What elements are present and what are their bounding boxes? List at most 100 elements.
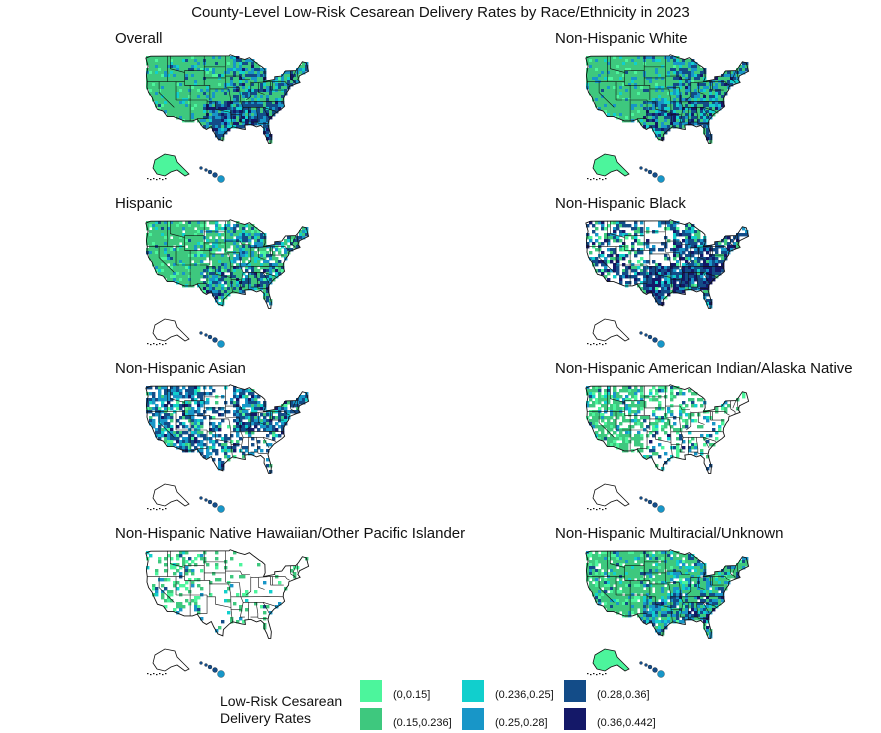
county-cell	[685, 413, 689, 417]
county-cell	[628, 95, 632, 99]
county-cell	[661, 407, 665, 411]
county-cell	[185, 272, 189, 276]
county-cell	[191, 74, 195, 78]
county-cell	[176, 389, 180, 393]
county-cell	[607, 77, 611, 81]
county-cell	[697, 233, 701, 237]
county-cell	[655, 104, 659, 108]
county-cell	[619, 83, 623, 87]
county-cell	[664, 59, 668, 63]
county-cell	[604, 233, 608, 237]
county-cell	[248, 71, 252, 75]
county-cell	[643, 401, 647, 405]
state-border	[702, 437, 710, 449]
county-cell	[607, 395, 611, 399]
county-cell	[209, 98, 213, 102]
county-cell	[664, 257, 668, 261]
county-cell	[595, 413, 599, 417]
county-cell	[685, 281, 689, 285]
county-cell	[167, 437, 171, 441]
county-cell	[616, 428, 620, 432]
county-cell	[194, 248, 198, 252]
county-cell	[209, 248, 213, 252]
county-cell	[158, 101, 162, 105]
county-cell	[152, 413, 156, 417]
county-cell	[188, 101, 192, 105]
county-cell	[694, 107, 698, 111]
county-cell	[185, 221, 189, 225]
county-cell	[263, 278, 267, 282]
county-cell	[634, 92, 638, 96]
state-border	[270, 246, 290, 251]
county-cell	[155, 269, 159, 273]
county-cell	[224, 104, 228, 108]
county-cell	[592, 92, 596, 96]
county-cell	[682, 410, 686, 414]
county-cell	[706, 86, 710, 90]
county-cell	[215, 83, 219, 87]
county-cell	[179, 395, 183, 399]
county-cell	[688, 107, 692, 111]
county-cell	[233, 89, 237, 93]
county-cell	[640, 404, 644, 408]
county-cell	[655, 416, 659, 420]
county-cell	[610, 89, 614, 93]
county-cell	[652, 422, 656, 426]
county-cell	[224, 293, 228, 297]
county-cell	[197, 65, 201, 69]
county-cell	[275, 260, 279, 264]
county-cell	[251, 272, 255, 276]
county-cell	[649, 68, 653, 72]
county-cell	[173, 89, 177, 93]
county-cell	[182, 107, 186, 111]
county-cell	[209, 80, 213, 84]
county-cell	[236, 422, 240, 426]
county-cell	[658, 137, 662, 141]
county-cell	[185, 560, 189, 564]
county-cell	[161, 434, 165, 438]
state-border	[270, 81, 290, 86]
county-cell	[155, 428, 159, 432]
county-cell	[673, 272, 677, 276]
county-cell	[652, 80, 656, 84]
county-cell	[188, 107, 192, 111]
county-cell	[218, 260, 222, 264]
county-cell	[179, 113, 183, 117]
county-cell	[269, 443, 273, 447]
county-cell	[224, 95, 228, 99]
county-cell	[185, 248, 189, 252]
county-cell	[613, 227, 617, 231]
county-cell	[592, 401, 596, 405]
county-cell	[604, 401, 608, 405]
county-cell	[152, 263, 156, 267]
county-cell	[619, 431, 623, 435]
county-cell	[200, 248, 204, 252]
county-cell	[637, 86, 641, 90]
county-cell	[251, 437, 255, 441]
county-cell	[212, 89, 216, 93]
county-cell	[224, 434, 228, 438]
county-cell	[170, 242, 174, 246]
county-cell	[676, 74, 680, 78]
county-cell	[194, 59, 198, 63]
county-cell	[646, 125, 650, 129]
county-cell	[248, 86, 252, 90]
county-cell	[194, 281, 198, 285]
us-outline	[585, 384, 750, 474]
county-cell	[640, 98, 644, 102]
state-border	[258, 412, 265, 425]
county-cell	[616, 92, 620, 96]
county-cell	[628, 281, 632, 285]
county-cell	[263, 104, 267, 108]
county-cell	[700, 89, 704, 93]
county-cell	[619, 113, 623, 117]
county-cell	[263, 413, 267, 417]
county-cell	[245, 254, 249, 258]
county-cell	[625, 386, 629, 390]
state-border	[225, 76, 240, 88]
county-cell	[682, 98, 686, 102]
county-cell	[670, 71, 674, 75]
county-cell	[227, 611, 231, 615]
state-border	[292, 235, 297, 244]
county-cell	[218, 59, 222, 63]
